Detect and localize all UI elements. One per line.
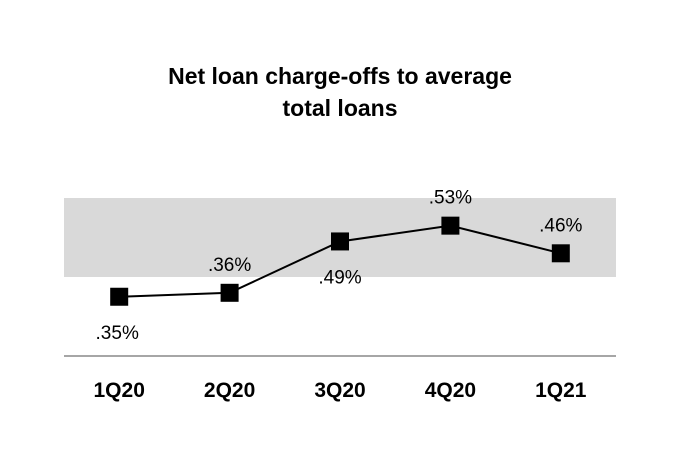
data-label-1q21: .46% [539,215,582,236]
data-label-1q20: .35% [96,323,139,344]
data-label-3q20: .49% [318,267,361,288]
category-label-1q20: 1Q20 [94,379,145,402]
category-label-4q20: 4Q20 [425,379,476,402]
category-label-2q20: 2Q20 [204,379,255,402]
category-label-3q20: 3Q20 [314,379,365,402]
data-point-1q20 [110,287,129,306]
data-point-1q21 [551,244,570,263]
data-label-4q20: .53% [429,188,472,209]
category-label-1q21: 1Q21 [535,379,587,402]
data-label-layer: .35% .36% .49% .53% .46% [96,188,583,344]
data-label-2q20: .36% [208,255,251,276]
data-point-2q20 [220,283,239,302]
category-axis: 1Q20 2Q20 3Q20 4Q20 1Q21 [94,379,587,402]
data-point-4q20 [441,216,460,235]
series-layer [110,216,570,306]
chart-title-line-2: total loans [282,95,397,121]
data-point-3q20 [331,232,349,251]
chart-title-line-1: Net loan charge-offs to average [168,63,512,89]
